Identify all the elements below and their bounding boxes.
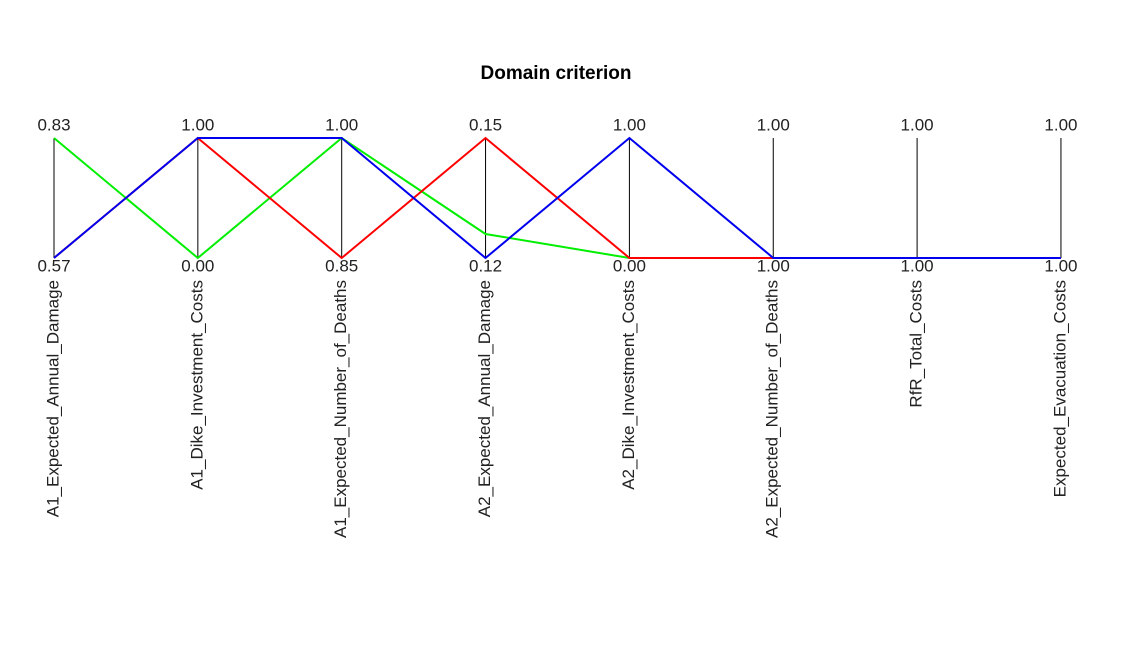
axis-min-label: 0.12 [469,256,502,275]
axis-min-label: 1.00 [901,256,934,275]
axis-max-label: 0.83 [37,115,70,134]
axis-min-label: 1.00 [1044,256,1077,275]
axis-max-label: 1.00 [901,115,934,134]
axis-max-label: 1.00 [613,115,646,134]
axis-name: RfR_Total_Costs [907,280,926,408]
chart-title: Domain criterion [481,63,632,84]
axis-name: A1_Expected_Number_of_Deaths [331,280,350,538]
axis-max-label: 0.15 [469,115,502,134]
axis-min-label: 0.00 [613,256,646,275]
axis-min-label: 0.85 [325,256,358,275]
axis-max-label: 1.00 [1044,115,1077,134]
axis-min-label: 0.00 [181,256,214,275]
axis-min-label: 0.57 [37,256,70,275]
axis-max-label: 1.00 [181,115,214,134]
axis-name: A2_Expected_Annual_Damage [475,280,494,517]
axis-max-label: 1.00 [757,115,790,134]
axis-min-label: 1.00 [757,256,790,275]
axis-name: Expected_Evacuation_Costs [1050,280,1069,497]
axis-name: A1_Dike_Investment_Costs [187,280,206,490]
axis-name: A2_Expected_Number_of_Deaths [763,280,782,538]
series-line [53,136,1061,260]
axis-name: A2_Dike_Investment_Costs [619,280,638,490]
axis-max-label: 1.00 [325,115,358,134]
axis-name: A1_Expected_Annual_Damage [43,280,62,517]
